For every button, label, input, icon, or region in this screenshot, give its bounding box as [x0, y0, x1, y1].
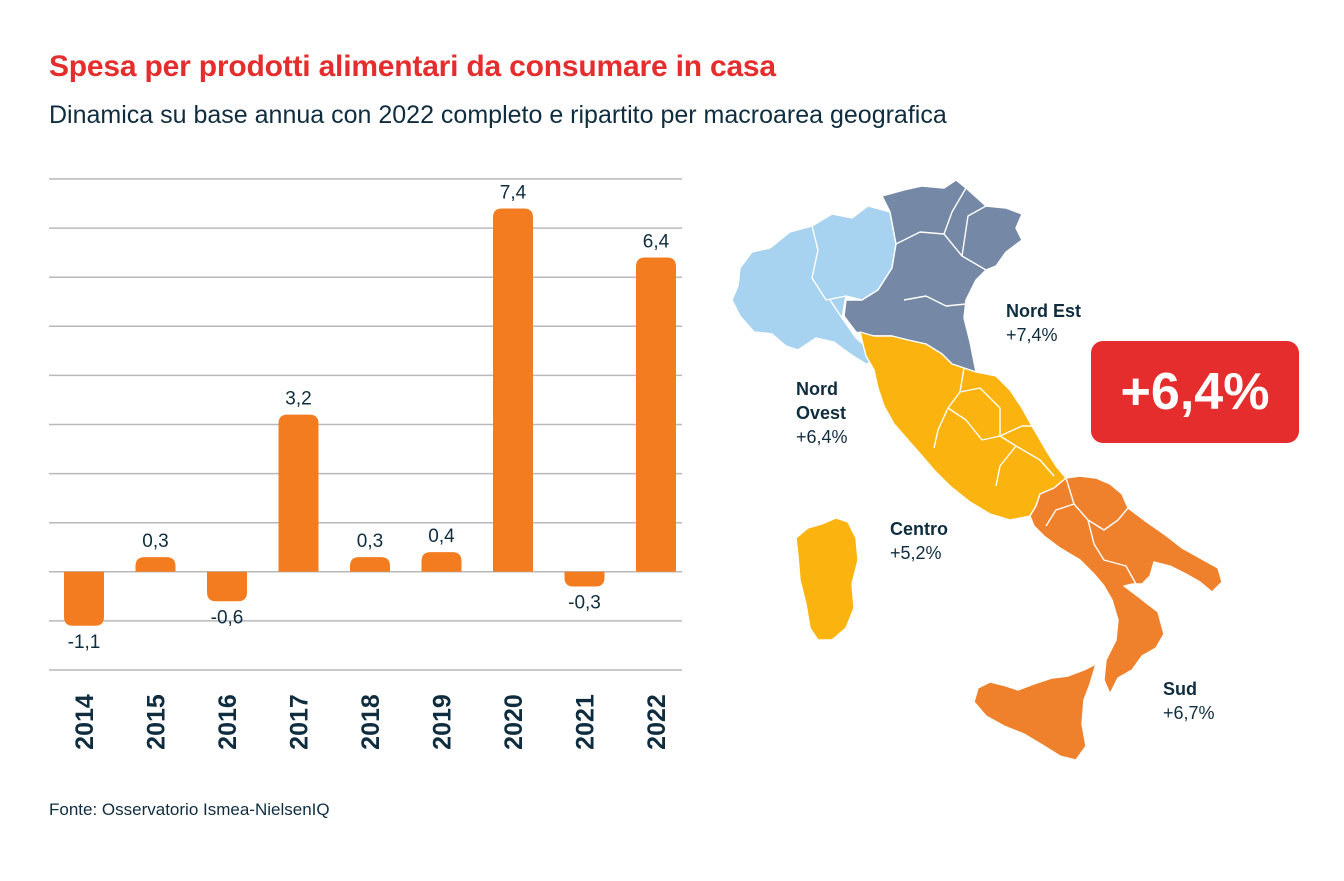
bar-2022 — [636, 257, 676, 572]
bar-value-label: -0,3 — [568, 593, 601, 614]
x-tick-label: 2015 — [143, 694, 171, 750]
map-region-sicilia — [973, 663, 1097, 761]
x-tick-label: 2017 — [286, 694, 314, 750]
x-tick-label: 2019 — [429, 694, 457, 750]
bar-value-label: 0,3 — [142, 531, 168, 552]
bar-2014 — [64, 571, 104, 626]
region-name-nord-ovest-line2: Ovest — [796, 403, 847, 423]
bar-2021 — [564, 571, 605, 587]
x-tick-label: 2020 — [500, 694, 528, 750]
region-label-nord-est: Nord Est +7,4% — [1006, 299, 1081, 347]
bar-chart: -1,1 2014 0,3 2015 -0,6 2016 3,2 2017 0,3 2018 0,4… — [49, 178, 682, 750]
bar-2017 — [278, 414, 319, 572]
chart-subtitle: Dinamica su base annua con 2022 completo… — [49, 101, 947, 129]
region-name-sud: Sud — [1163, 679, 1197, 699]
bar-value-label: -0,6 — [211, 607, 244, 628]
bar-value-label: 6,4 — [643, 232, 670, 253]
bar-2019 — [421, 552, 462, 572]
x-tick-label: 2022 — [643, 694, 671, 750]
region-name-nord-est: Nord Est — [1006, 301, 1082, 321]
x-tick-label: 2021 — [572, 694, 600, 750]
region-value-sud: +6,7% — [1163, 703, 1215, 723]
region-value-nord-est: +7,4% — [1006, 325, 1058, 345]
map-region-nord-ovest — [731, 205, 897, 365]
region-label-nord-ovest: Nord Ovest +6,4% — [796, 377, 848, 449]
region-name-nord-ovest-line1: Nord — [796, 379, 838, 399]
bar-value-label: -1,1 — [68, 632, 101, 653]
bar-value-label: 7,4 — [500, 182, 527, 203]
map-region-sardegna — [795, 517, 859, 641]
bar-2016 — [207, 571, 247, 602]
bar-value-label: 0,3 — [357, 531, 383, 552]
map-region-nord-est — [843, 179, 1023, 373]
x-tick-label: 2016 — [214, 694, 242, 750]
region-name-centro: Centro — [890, 519, 948, 539]
map-region-borders — [811, 187, 1137, 585]
bar-2020 — [493, 208, 533, 572]
region-label-sud: Sud +6,7% — [1163, 677, 1215, 725]
x-tick-label: 2014 — [71, 694, 99, 750]
bar-2018 — [350, 557, 390, 572]
region-value-centro: +5,2% — [890, 543, 942, 563]
bar-2015 — [135, 557, 176, 572]
chart-title: Spesa per prodotti alimentari da consuma… — [49, 50, 776, 83]
total-change-badge: +6,4% — [1091, 341, 1299, 443]
source-note: Fonte: Osservatorio Ismea-NielsenIQ — [49, 800, 330, 819]
x-tick-label: 2018 — [357, 694, 385, 750]
region-label-centro: Centro +5,2% — [890, 517, 948, 565]
map-region-sud — [1029, 475, 1223, 695]
bar-value-label: 0,4 — [428, 526, 455, 547]
bar-value-label: 3,2 — [285, 389, 311, 410]
region-value-nord-ovest: +6,4% — [796, 427, 848, 447]
